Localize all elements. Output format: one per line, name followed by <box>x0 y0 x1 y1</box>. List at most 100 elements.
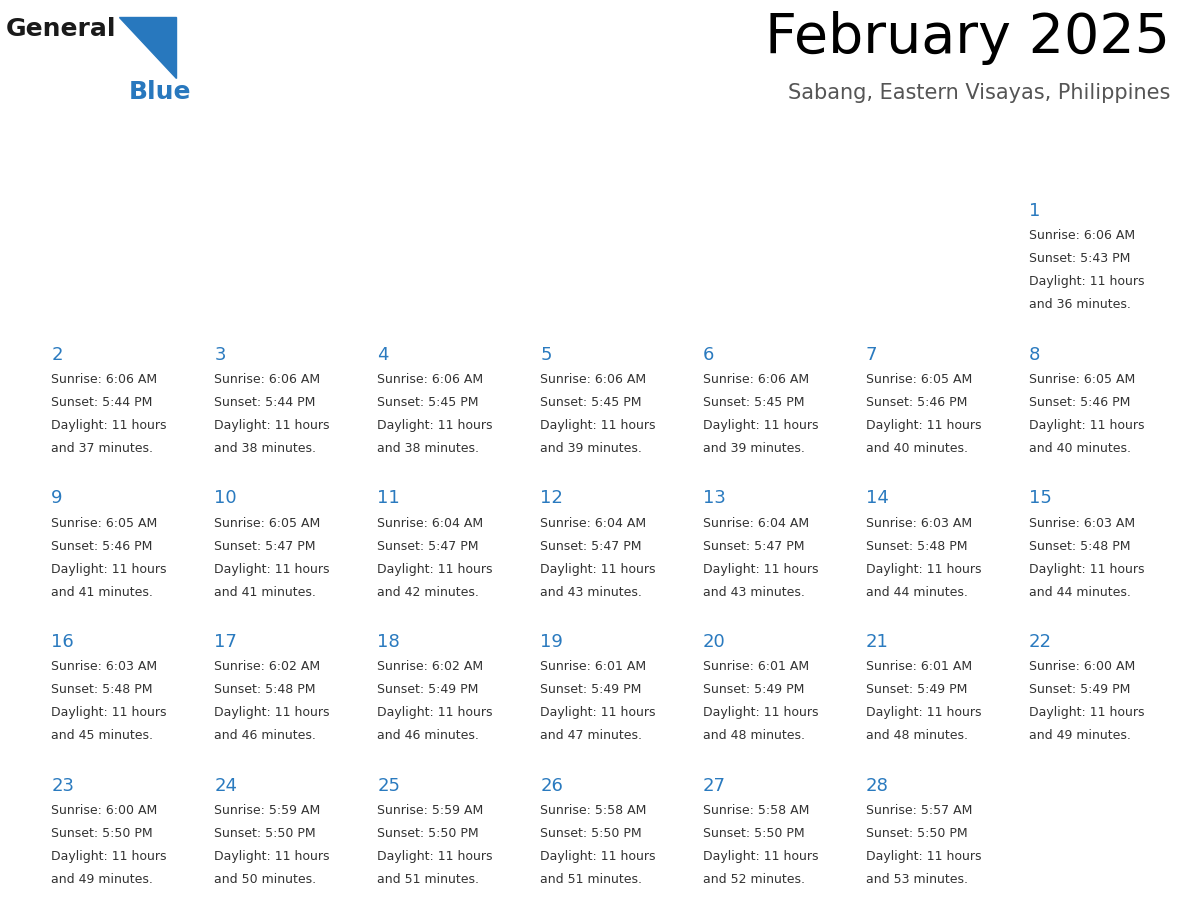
Text: and 52 minutes.: and 52 minutes. <box>703 873 805 886</box>
Text: Sabang, Eastern Visayas, Philippines: Sabang, Eastern Visayas, Philippines <box>788 83 1170 103</box>
Text: Sunset: 5:48 PM: Sunset: 5:48 PM <box>866 540 967 553</box>
Text: Sunset: 5:46 PM: Sunset: 5:46 PM <box>866 396 967 409</box>
Text: and 48 minutes.: and 48 minutes. <box>703 730 805 743</box>
Text: Daylight: 11 hours: Daylight: 11 hours <box>378 706 493 720</box>
Text: and 46 minutes.: and 46 minutes. <box>214 730 316 743</box>
Text: Sunset: 5:49 PM: Sunset: 5:49 PM <box>866 683 967 697</box>
Text: General: General <box>6 17 116 41</box>
Text: 9: 9 <box>51 489 63 508</box>
Text: Sunset: 5:50 PM: Sunset: 5:50 PM <box>541 827 642 840</box>
Text: Daylight: 11 hours: Daylight: 11 hours <box>214 850 330 863</box>
Text: Blue: Blue <box>128 80 191 104</box>
Text: Sunset: 5:47 PM: Sunset: 5:47 PM <box>541 540 642 553</box>
Text: Sunrise: 6:06 AM: Sunrise: 6:06 AM <box>214 373 321 386</box>
Polygon shape <box>119 17 176 78</box>
Text: 5: 5 <box>541 345 551 364</box>
Text: Sunset: 5:50 PM: Sunset: 5:50 PM <box>214 827 316 840</box>
Text: Daylight: 11 hours: Daylight: 11 hours <box>866 706 981 720</box>
Text: Daylight: 11 hours: Daylight: 11 hours <box>703 706 819 720</box>
Text: and 50 minutes.: and 50 minutes. <box>214 873 316 886</box>
Text: Saturday: Saturday <box>1030 162 1110 180</box>
Text: Daylight: 11 hours: Daylight: 11 hours <box>1029 706 1144 720</box>
Text: Sunrise: 6:06 AM: Sunrise: 6:06 AM <box>703 373 809 386</box>
Text: 26: 26 <box>541 777 563 795</box>
Text: 7: 7 <box>866 345 878 364</box>
Text: 17: 17 <box>214 633 238 651</box>
Text: Sunrise: 6:01 AM: Sunrise: 6:01 AM <box>703 660 809 674</box>
Text: and 36 minutes.: and 36 minutes. <box>1029 298 1131 311</box>
Text: Sunrise: 6:01 AM: Sunrise: 6:01 AM <box>541 660 646 674</box>
Text: and 44 minutes.: and 44 minutes. <box>866 586 968 599</box>
Text: Daylight: 11 hours: Daylight: 11 hours <box>703 850 819 863</box>
Text: Daylight: 11 hours: Daylight: 11 hours <box>1029 275 1144 288</box>
Text: 10: 10 <box>214 489 236 508</box>
Text: Daylight: 11 hours: Daylight: 11 hours <box>541 706 656 720</box>
Text: 25: 25 <box>378 777 400 795</box>
Text: Daylight: 11 hours: Daylight: 11 hours <box>541 850 656 863</box>
Text: 2: 2 <box>51 345 63 364</box>
Text: Sunset: 5:49 PM: Sunset: 5:49 PM <box>1029 683 1130 697</box>
Text: 21: 21 <box>866 633 889 651</box>
Text: and 44 minutes.: and 44 minutes. <box>1029 586 1131 599</box>
Text: Daylight: 11 hours: Daylight: 11 hours <box>51 419 166 431</box>
Text: and 40 minutes.: and 40 minutes. <box>866 442 968 455</box>
Text: Daylight: 11 hours: Daylight: 11 hours <box>866 850 981 863</box>
Text: and 51 minutes.: and 51 minutes. <box>541 873 643 886</box>
Text: Tuesday: Tuesday <box>379 162 450 180</box>
Text: Sunset: 5:49 PM: Sunset: 5:49 PM <box>378 683 479 697</box>
Text: Sunset: 5:49 PM: Sunset: 5:49 PM <box>703 683 804 697</box>
Text: and 40 minutes.: and 40 minutes. <box>1029 442 1131 455</box>
Text: Daylight: 11 hours: Daylight: 11 hours <box>51 850 166 863</box>
Text: Sunrise: 6:04 AM: Sunrise: 6:04 AM <box>703 517 809 530</box>
Text: 28: 28 <box>866 777 889 795</box>
Text: Sunrise: 5:58 AM: Sunrise: 5:58 AM <box>541 804 646 817</box>
Text: 14: 14 <box>866 489 889 508</box>
Text: Daylight: 11 hours: Daylight: 11 hours <box>214 563 330 576</box>
Text: 4: 4 <box>378 345 388 364</box>
Text: and 45 minutes.: and 45 minutes. <box>51 730 153 743</box>
Text: Sunrise: 6:03 AM: Sunrise: 6:03 AM <box>51 660 158 674</box>
Text: Monday: Monday <box>216 162 284 180</box>
Text: Daylight: 11 hours: Daylight: 11 hours <box>703 563 819 576</box>
Text: 23: 23 <box>51 777 75 795</box>
Text: Sunrise: 6:02 AM: Sunrise: 6:02 AM <box>214 660 321 674</box>
Text: Sunset: 5:50 PM: Sunset: 5:50 PM <box>51 827 153 840</box>
Text: 3: 3 <box>214 345 226 364</box>
Text: and 41 minutes.: and 41 minutes. <box>214 586 316 599</box>
Text: Daylight: 11 hours: Daylight: 11 hours <box>1029 419 1144 431</box>
Text: Sunrise: 6:00 AM: Sunrise: 6:00 AM <box>1029 660 1136 674</box>
Text: Sunset: 5:45 PM: Sunset: 5:45 PM <box>541 396 642 409</box>
Text: Sunset: 5:50 PM: Sunset: 5:50 PM <box>378 827 479 840</box>
Text: Sunset: 5:45 PM: Sunset: 5:45 PM <box>703 396 804 409</box>
Text: Sunrise: 6:05 AM: Sunrise: 6:05 AM <box>51 517 158 530</box>
Text: 1: 1 <box>1029 202 1041 219</box>
Text: Daylight: 11 hours: Daylight: 11 hours <box>866 419 981 431</box>
Text: and 53 minutes.: and 53 minutes. <box>866 873 968 886</box>
Text: Sunrise: 6:05 AM: Sunrise: 6:05 AM <box>866 373 972 386</box>
Text: and 39 minutes.: and 39 minutes. <box>541 442 642 455</box>
Text: Sunrise: 5:57 AM: Sunrise: 5:57 AM <box>866 804 972 817</box>
Text: Sunrise: 6:06 AM: Sunrise: 6:06 AM <box>378 373 484 386</box>
Text: Daylight: 11 hours: Daylight: 11 hours <box>51 706 166 720</box>
Text: Sunset: 5:47 PM: Sunset: 5:47 PM <box>703 540 804 553</box>
Text: Sunset: 5:47 PM: Sunset: 5:47 PM <box>214 540 316 553</box>
Text: Wednesday: Wednesday <box>542 162 643 180</box>
Text: Sunrise: 6:06 AM: Sunrise: 6:06 AM <box>51 373 158 386</box>
Text: Sunrise: 6:06 AM: Sunrise: 6:06 AM <box>541 373 646 386</box>
Text: Sunset: 5:50 PM: Sunset: 5:50 PM <box>703 827 804 840</box>
Text: and 49 minutes.: and 49 minutes. <box>51 873 153 886</box>
Text: Sunset: 5:44 PM: Sunset: 5:44 PM <box>214 396 316 409</box>
Text: Sunrise: 6:05 AM: Sunrise: 6:05 AM <box>1029 373 1136 386</box>
Text: 8: 8 <box>1029 345 1041 364</box>
Text: Daylight: 11 hours: Daylight: 11 hours <box>1029 563 1144 576</box>
Text: 11: 11 <box>378 489 400 508</box>
Text: 6: 6 <box>703 345 714 364</box>
Text: Sunrise: 5:59 AM: Sunrise: 5:59 AM <box>214 804 321 817</box>
Text: Daylight: 11 hours: Daylight: 11 hours <box>866 563 981 576</box>
Text: Sunset: 5:49 PM: Sunset: 5:49 PM <box>541 683 642 697</box>
Text: Daylight: 11 hours: Daylight: 11 hours <box>541 563 656 576</box>
Text: Daylight: 11 hours: Daylight: 11 hours <box>378 563 493 576</box>
Text: Friday: Friday <box>867 162 922 180</box>
Text: Daylight: 11 hours: Daylight: 11 hours <box>541 419 656 431</box>
Text: 20: 20 <box>703 633 726 651</box>
